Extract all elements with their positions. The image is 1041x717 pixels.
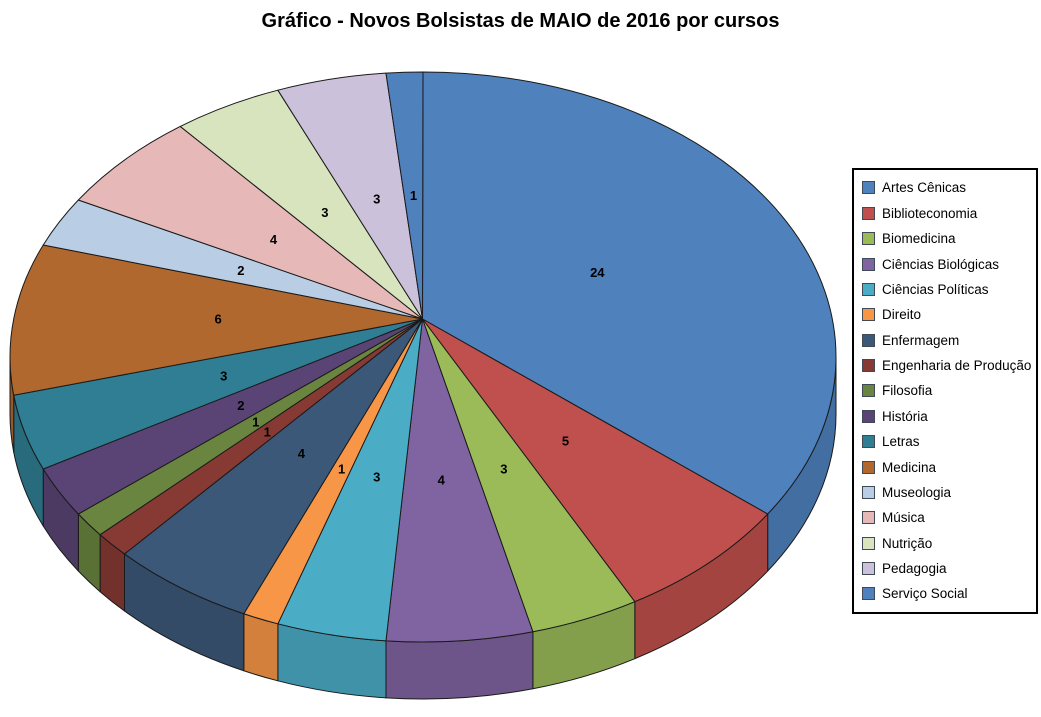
legend-item-filosofia[interactable]: Filosofia	[862, 383, 1034, 398]
legend-swatch-direito	[862, 308, 875, 322]
data-label-museologia: 2	[237, 263, 244, 278]
pie-side-walls	[9, 356, 837, 700]
chart-title: Gráfico - Novos Bolsistas de MAIO de 201…	[261, 10, 780, 32]
pie-slice-medicina[interactable]	[9, 244, 423, 396]
legend-item-museologia[interactable]: Museologia	[862, 485, 1034, 500]
pie-slice-ciencias-biologicas[interactable]	[385, 318, 534, 643]
legend-label: Biomedicina	[882, 231, 956, 247]
data-label-artes-cenicas: 24	[590, 265, 605, 280]
data-label-ciencias-biologicas: 4	[438, 472, 446, 487]
data-label-ciencias-politicas: 3	[373, 469, 380, 484]
legend-item-servico-social[interactable]: Serviço Social	[862, 586, 1034, 601]
pie-slice-wall-direito	[243, 613, 279, 682]
legend-item-artes-cenicas[interactable]: Artes Cênicas	[862, 180, 1034, 195]
legend-swatch-engenharia-de-producao	[862, 359, 875, 372]
legend-item-musica[interactable]: Música	[862, 510, 1034, 525]
data-label-direito: 1	[338, 462, 345, 477]
legend-swatch-medicina	[862, 460, 875, 474]
pie-slice-artes-cenicas[interactable]	[422, 71, 837, 515]
legend-label: Engenharia de Produção	[882, 358, 1032, 373]
legend: Artes Cênicas Biblioteconomia Biomedicina C…	[852, 168, 1038, 614]
legend-swatch-artes-cenicas	[862, 181, 875, 195]
legend-swatch-pedagogia	[862, 562, 875, 575]
legend-label: Pedagogia	[882, 561, 947, 576]
legend-label: Enfermagem	[882, 332, 960, 348]
legend-label: Ciências Políticas	[882, 281, 989, 297]
legend-item-pedagogia[interactable]: Pedagogia	[862, 561, 1034, 576]
legend-label: Medicina	[882, 459, 937, 475]
legend-label: Serviço Social	[882, 586, 968, 602]
legend-item-biomedicina[interactable]: Biomedicina	[862, 231, 1034, 246]
legend-label: Nutrição	[882, 535, 933, 551]
legend-swatch-filosofia	[862, 384, 875, 398]
legend-item-nutricao[interactable]: Nutrição	[862, 536, 1034, 551]
data-label-musica: 4	[270, 232, 278, 247]
legend-label: Letras	[882, 434, 920, 450]
legend-swatch-servico-social	[862, 587, 875, 601]
legend-item-enfermagem[interactable]: Enfermagem	[862, 333, 1034, 348]
legend-label: Música	[882, 510, 925, 526]
legend-item-medicina[interactable]: Medicina	[862, 460, 1034, 475]
legend-label: Ciências Biológicas	[882, 256, 1000, 272]
data-label-filosofia: 1	[252, 414, 259, 429]
legend-swatch-historia	[862, 409, 875, 423]
legend-swatch-ciencias-biologicas	[862, 257, 875, 271]
legend-item-historia[interactable]: História	[862, 409, 1034, 424]
legend-item-letras[interactable]: Letras	[862, 434, 1034, 449]
legend-item-direito[interactable]: Direito	[862, 307, 1034, 322]
data-label-medicina: 6	[215, 311, 222, 326]
data-label-pedagogia: 3	[373, 192, 380, 207]
data-label-letras: 3	[220, 368, 227, 383]
data-label-historia: 2	[237, 398, 244, 413]
legend-swatch-enfermagem	[862, 333, 875, 347]
legend-item-ciencias-biologicas[interactable]: Ciências Biológicas	[862, 257, 1034, 272]
legend-swatch-biblioteconomia	[862, 206, 875, 220]
data-label-engenharia-de-producao: 1	[264, 424, 271, 439]
pie-slice-biblioteconomia[interactable]	[422, 318, 769, 603]
pie-slice-servico-social[interactable]	[385, 71, 424, 320]
legend-swatch-letras	[862, 435, 875, 449]
legend-item-engenharia-de-producao[interactable]: Engenharia de Produção	[862, 358, 1034, 373]
legend-label: Artes Cênicas	[882, 180, 967, 196]
data-label-enfermagem: 4	[298, 446, 306, 461]
legend-label: Biblioteconomia	[882, 205, 978, 221]
legend-swatch-ciencias-politicas	[862, 282, 875, 296]
data-label-nutricao: 3	[321, 205, 328, 220]
legend-item-ciencias-politicas[interactable]: Ciências Políticas	[862, 282, 1034, 297]
legend-swatch-musica	[862, 511, 875, 525]
legend-label: Museologia	[882, 484, 952, 500]
legend-swatch-museologia	[862, 485, 875, 499]
pie-slice-enfermagem[interactable]	[123, 318, 423, 615]
legend-swatch-biomedicina	[862, 232, 875, 246]
legend-label: Filosofia	[882, 383, 933, 399]
legend-label: Direito	[882, 307, 922, 323]
pie-slice-musica[interactable]	[77, 125, 423, 320]
data-label-servico-social: 1	[410, 188, 417, 203]
legend-label: História	[882, 408, 928, 424]
data-label-biblioteconomia: 5	[562, 434, 569, 449]
legend-swatch-nutricao	[862, 536, 875, 550]
legend-item-biblioteconomia[interactable]: Biblioteconomia	[862, 206, 1034, 221]
pie-top-faces	[9, 71, 837, 643]
data-label-biomedicina: 3	[500, 462, 507, 477]
